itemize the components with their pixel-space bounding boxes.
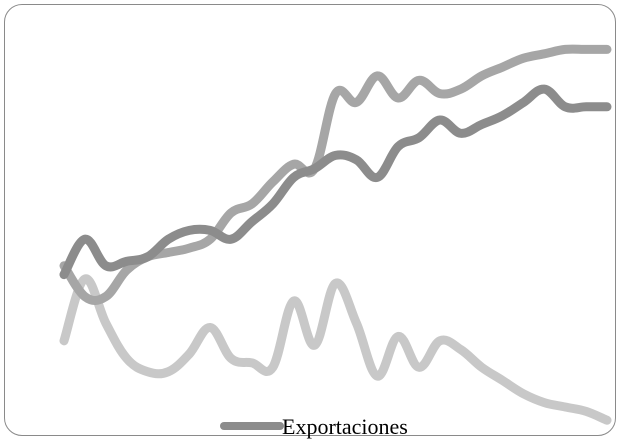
- series-layer: [59, 44, 612, 425]
- chart-frame: [4, 4, 616, 436]
- series-line-3: [59, 274, 612, 425]
- series-line-1: [59, 84, 612, 280]
- legend-label: Exportaciones: [282, 414, 408, 439]
- series-line-2: [59, 44, 612, 305]
- legend: Exportaciones: [220, 414, 408, 439]
